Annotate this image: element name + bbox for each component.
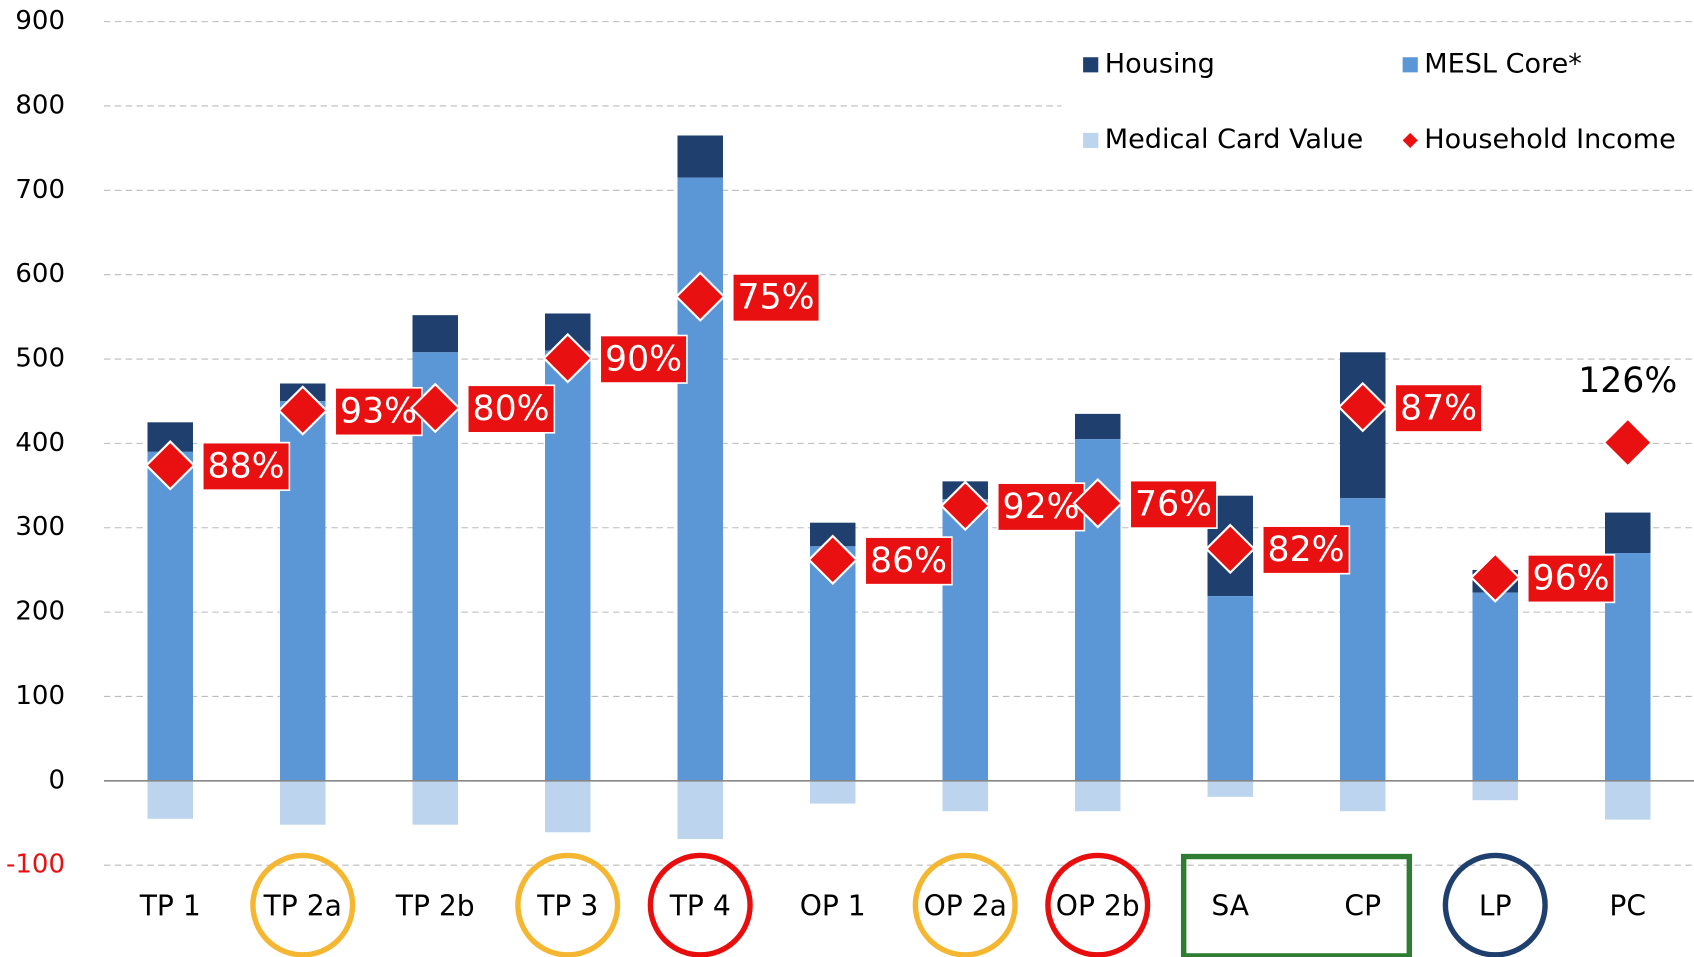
label-box bbox=[334, 387, 423, 437]
x-tick-label: TP 1 bbox=[139, 889, 201, 922]
y-tick-label: 700 bbox=[15, 175, 65, 205]
legend-swatch bbox=[1083, 57, 1099, 73]
bar-segment bbox=[279, 780, 326, 825]
x-tick-label: OP 2b bbox=[1056, 889, 1140, 922]
bar-segment bbox=[1207, 596, 1253, 781]
bar-segment bbox=[809, 546, 856, 781]
bar-segment bbox=[677, 177, 723, 781]
point-label: 88% bbox=[208, 447, 285, 487]
bar-segment bbox=[1472, 592, 1518, 781]
point-label: 93% bbox=[340, 392, 417, 432]
income-marker bbox=[277, 385, 329, 436]
point-label: 75% bbox=[738, 278, 815, 318]
bar-segment bbox=[412, 315, 458, 353]
x-tick-label: CP bbox=[1344, 889, 1381, 922]
income-marker bbox=[542, 332, 594, 384]
y-tick-label: 900 bbox=[15, 6, 65, 36]
point-label: 86% bbox=[870, 541, 947, 581]
label-box bbox=[1261, 525, 1351, 575]
category-highlight bbox=[1442, 852, 1548, 957]
y-tick-label: 400 bbox=[15, 428, 65, 458]
income-marker bbox=[1072, 477, 1124, 529]
y-tick-label: 600 bbox=[15, 259, 65, 289]
label-box bbox=[1526, 554, 1616, 604]
bar-segment bbox=[147, 780, 193, 819]
category-highlight bbox=[1180, 853, 1413, 957]
income-marker bbox=[144, 440, 196, 491]
y-tick-label: 200 bbox=[15, 597, 65, 627]
x-tick-label: TP 3 bbox=[536, 889, 598, 922]
y-tick-label: 800 bbox=[15, 90, 65, 120]
bar-segment bbox=[809, 780, 856, 804]
legend-label: Household Income bbox=[1424, 124, 1675, 155]
legend-label: MESL Core* bbox=[1424, 48, 1582, 79]
y-tick-label: 500 bbox=[15, 344, 65, 374]
bar-segment bbox=[1605, 780, 1651, 820]
bar-segment bbox=[677, 780, 723, 840]
label-box bbox=[864, 536, 953, 586]
legend-label: Medical Card Value bbox=[1105, 124, 1364, 155]
bar-segment bbox=[1074, 780, 1121, 812]
legend-label: Housing bbox=[1105, 48, 1215, 79]
label-box bbox=[996, 482, 1086, 532]
category-highlight bbox=[647, 852, 753, 957]
x-tick-label: SA bbox=[1211, 889, 1249, 922]
point-label: 90% bbox=[605, 339, 682, 379]
bar-segment bbox=[1605, 512, 1651, 554]
income-marker bbox=[674, 271, 726, 322]
bar-segment bbox=[1074, 413, 1121, 440]
point-label: 126% bbox=[1578, 361, 1677, 401]
point-label: 82% bbox=[1268, 530, 1345, 570]
label-box bbox=[466, 384, 556, 434]
income-marker bbox=[1337, 381, 1389, 433]
category-highlight bbox=[1045, 852, 1151, 957]
x-tick-label: LP bbox=[1479, 889, 1512, 922]
bar-segment bbox=[1340, 780, 1386, 812]
point-label: 87% bbox=[1400, 388, 1477, 428]
x-tick-label: OP 2a bbox=[924, 889, 1007, 922]
x-tick-label: OP 1 bbox=[800, 889, 866, 922]
legend-swatch bbox=[1083, 132, 1099, 148]
category-highlight bbox=[912, 852, 1018, 957]
income-marker bbox=[1469, 552, 1521, 603]
legend-background bbox=[1061, 32, 1694, 173]
bar-segment bbox=[147, 451, 193, 781]
x-tick-label: TP 2a bbox=[263, 889, 342, 922]
income-marker bbox=[939, 480, 991, 532]
category-highlight bbox=[250, 852, 356, 957]
y-tick-label: 300 bbox=[15, 512, 65, 542]
bar-segment bbox=[1207, 780, 1253, 797]
bar-segment bbox=[677, 135, 723, 178]
label-box bbox=[1394, 383, 1483, 433]
x-tick-label: TP 2b bbox=[395, 889, 475, 922]
income-marker bbox=[1602, 417, 1654, 468]
income-marker bbox=[409, 382, 461, 434]
bar-segment bbox=[942, 780, 988, 812]
label-box bbox=[1129, 479, 1218, 529]
y-tick-label: 100 bbox=[15, 681, 65, 711]
bar-segment bbox=[809, 522, 856, 547]
point-label: 96% bbox=[1533, 559, 1610, 599]
x-tick-label: PC bbox=[1609, 889, 1646, 922]
income-marker bbox=[807, 534, 859, 586]
bar-segment bbox=[1472, 780, 1518, 801]
x-tick-label: TP 4 bbox=[669, 889, 731, 922]
point-label: 76% bbox=[1135, 484, 1212, 524]
income-marker bbox=[1204, 523, 1256, 575]
label-box bbox=[599, 334, 688, 384]
y-tick-label: -100 bbox=[6, 850, 65, 880]
point-label: 92% bbox=[1003, 487, 1080, 527]
label-box bbox=[731, 273, 821, 323]
point-label: 80% bbox=[473, 389, 550, 429]
y-tick-label: 0 bbox=[48, 765, 65, 795]
category-highlight bbox=[515, 852, 621, 957]
label-box bbox=[201, 441, 291, 491]
legend-swatch bbox=[1402, 57, 1418, 73]
bar-segment bbox=[544, 780, 591, 833]
bar-segment bbox=[412, 780, 458, 825]
